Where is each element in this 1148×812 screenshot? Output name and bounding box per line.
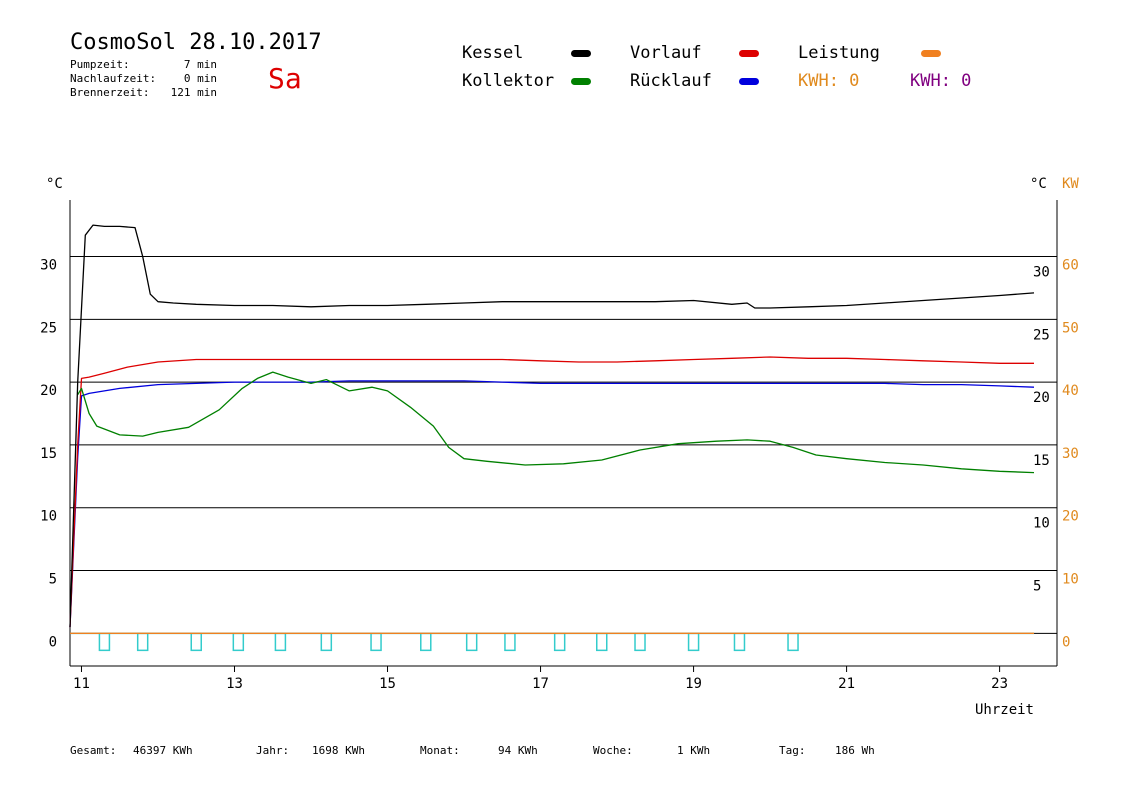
- x-axis-label: Uhrzeit: [975, 702, 1034, 718]
- y-tick-label-left: 30: [40, 258, 57, 274]
- legend-swatch-kollektor: [571, 78, 591, 85]
- pump-pulse: [420, 632, 432, 652]
- y-tick-label-right-kw: 30: [1062, 446, 1079, 462]
- y-tick-label-left: 25: [40, 320, 57, 336]
- legend-swatch-kessel: [571, 50, 591, 57]
- y-tick-label-right-celsius: 20: [1033, 390, 1050, 406]
- y-tick-label-right-kw: 20: [1062, 509, 1079, 525]
- kwh-purple-label: KWH: 0: [910, 71, 972, 91]
- series-line-kessel: [69, 224, 1035, 628]
- x-tick-label: 23: [991, 676, 1008, 692]
- footer-label-tag: Tag:: [779, 744, 806, 757]
- pump-pulse: [553, 632, 566, 652]
- pump-pulse: [136, 632, 149, 652]
- y-tick-label-left: 5: [49, 572, 57, 588]
- legend-label-ruecklauf: Rücklauf: [630, 71, 712, 91]
- y-tick-label-right-kw: 0: [1062, 634, 1070, 650]
- footer-label-gesamt: Gesamt:: [70, 744, 117, 757]
- series-line-kollektor: [77, 371, 1035, 474]
- pump-pulse: [190, 632, 202, 652]
- y-axis-unit-left: °C: [46, 176, 63, 192]
- pump-pulse: [232, 632, 245, 652]
- x-tick-label: 19: [685, 676, 702, 692]
- y-tick-label-left: 15: [40, 446, 57, 462]
- pump-pulse: [733, 632, 746, 652]
- footer-value-monat: 94 KWh: [498, 744, 538, 757]
- footer-label-monat: Monat:: [420, 744, 460, 757]
- pump-pulse: [634, 632, 646, 652]
- y-tick-label-left: 10: [40, 509, 57, 525]
- x-tick-label: 11: [73, 676, 90, 692]
- legend-label-kollektor: Kollektor: [462, 71, 555, 91]
- series-line-vorlauf: [69, 356, 1034, 628]
- x-tick-label: 17: [532, 676, 549, 692]
- pump-pulse: [596, 632, 608, 652]
- y-tick-label-right-celsius: 30: [1033, 265, 1050, 281]
- pump-pulse: [465, 632, 478, 652]
- pump-pulse: [687, 632, 700, 652]
- stat-value-pumpzeit: 7 min: [183, 58, 217, 71]
- x-tick-label: 21: [838, 676, 855, 692]
- series-line-ruecklauf: [69, 380, 1035, 628]
- stat-label-pumpzeit: Pumpzeit:: [70, 58, 130, 71]
- y-tick-label-right-celsius: 15: [1033, 453, 1050, 469]
- pump-pulse: [320, 632, 333, 652]
- stat-value-nachlaufzeit: 0 min: [183, 72, 217, 85]
- pump-pulse: [504, 632, 516, 652]
- footer-value-jahr: 1698 KWh: [312, 744, 365, 757]
- pump-pulse: [370, 632, 382, 652]
- stat-value-brennerzeit: 121 min: [170, 86, 217, 99]
- y-axis-unit-kw: KW: [1062, 176, 1079, 192]
- legend-swatch-leistung: [921, 50, 941, 57]
- legend-swatch-ruecklauf: [739, 78, 759, 85]
- stat-label-brennerzeit: Brennerzeit:: [70, 86, 150, 99]
- legend-swatch-vorlauf: [739, 50, 759, 57]
- chart-title: CosmoSol 28.10.2017: [70, 30, 322, 55]
- legend-label-kessel: Kessel: [462, 43, 524, 63]
- y-tick-label-right-celsius: 10: [1033, 516, 1050, 532]
- weekday-label: Sa: [268, 62, 302, 95]
- y-tick-label-right-kw: 50: [1062, 320, 1079, 336]
- kwh-orange-label: KWH: 0: [798, 71, 860, 91]
- y-tick-label-left: 20: [40, 383, 57, 399]
- footer-value-gesamt: 46397 KWh: [133, 744, 193, 757]
- footer-value-woche: 1 KWh: [677, 744, 711, 757]
- y-axis-unit-right: °C: [1030, 176, 1047, 192]
- y-tick-label-right-kw: 40: [1062, 383, 1079, 399]
- y-tick-label-right-kw: 60: [1062, 258, 1079, 274]
- stat-label-nachlaufzeit: Nachlaufzeit:: [70, 72, 157, 85]
- legend-label-leistung: Leistung: [798, 43, 880, 63]
- footer-value-tag: 186 Wh: [835, 744, 875, 757]
- footer-label-woche: Woche:: [593, 744, 633, 757]
- x-tick-label: 15: [379, 676, 396, 692]
- y-tick-label-left: 0: [49, 634, 57, 650]
- y-tick-label-right-celsius: 25: [1033, 327, 1050, 343]
- legend-label-vorlauf: Vorlauf: [630, 43, 702, 63]
- pump-pulse: [98, 632, 111, 652]
- y-tick-label-right-celsius: 5: [1033, 579, 1041, 595]
- x-tick-label: 13: [226, 676, 243, 692]
- y-tick-label-right-kw: 10: [1062, 572, 1079, 588]
- pump-pulse: [787, 632, 799, 652]
- pump-pulse: [274, 632, 287, 652]
- footer-label-jahr: Jahr:: [256, 744, 290, 757]
